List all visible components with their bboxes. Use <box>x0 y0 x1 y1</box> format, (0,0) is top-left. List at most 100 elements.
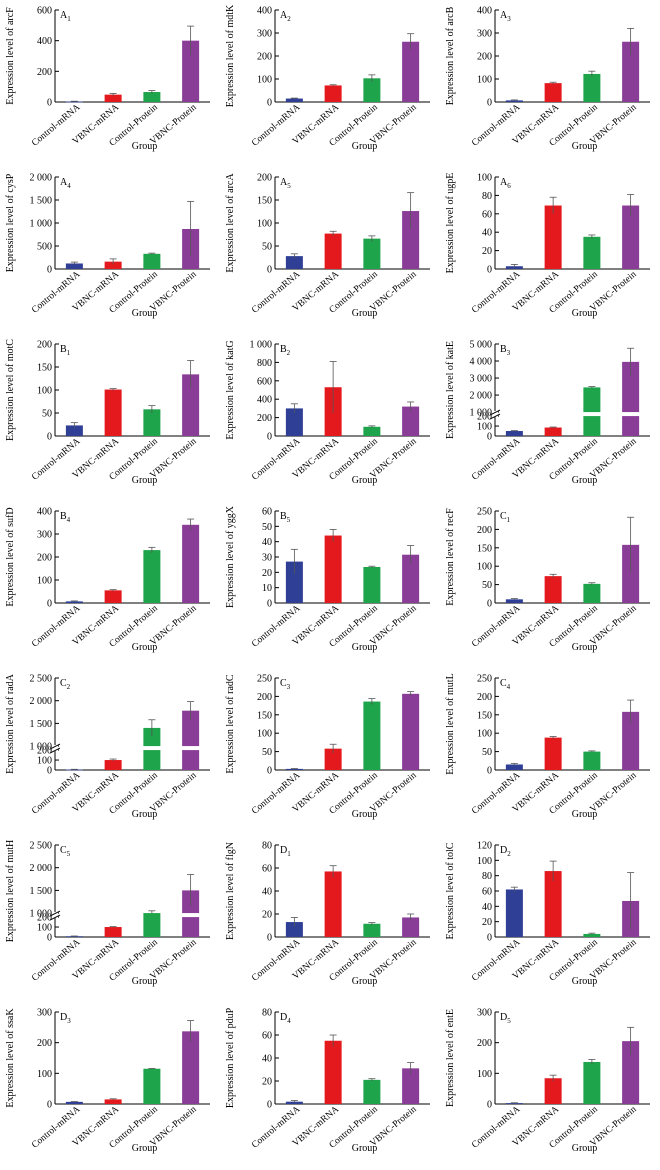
error-bar <box>329 743 337 754</box>
chart-panel-D5: 0100200300Control-mRNAVBNC-mRNAControl-P… <box>445 1008 650 1154</box>
y-tick-label: 400 <box>257 6 272 17</box>
y-tick-label: 300 <box>477 29 492 40</box>
y-tick-label: 2 500 <box>30 841 53 852</box>
x-axis-title: Group <box>572 308 598 319</box>
y-tick: 800 <box>257 358 279 369</box>
y-axis-title: Expression level of arcF <box>5 7 16 105</box>
panel-label: A4 <box>60 177 71 190</box>
y-tick-label: 100 <box>37 576 52 587</box>
y-tick-label: 200 <box>257 692 272 703</box>
y-tick-label: 80 <box>482 871 492 882</box>
y-tick-label: 50 <box>262 747 272 758</box>
bar-vbnc-protein <box>402 41 420 102</box>
y-tick: 0 <box>267 599 279 610</box>
bar-vbnc-mrna <box>544 427 562 436</box>
chart-panel-C4: 050100150200250Control-mRNAVBNC-mRNACont… <box>445 673 650 820</box>
y-tick: 0 <box>267 98 279 109</box>
y-tick: 40 <box>262 537 279 548</box>
y-tick: 50 <box>482 580 499 591</box>
y-tick-label: 100 <box>477 729 492 740</box>
chart-panel-A2: 0100200300400Control-mRNAVBNC-mRNAContro… <box>225 4 430 152</box>
y-tick-label: 40 <box>482 902 492 913</box>
y-tick-label: 2 000 <box>30 173 53 184</box>
panel-label: B3 <box>500 344 511 357</box>
y-tick-label: 400 <box>477 6 492 17</box>
bar-vbnc-mrna <box>544 576 562 603</box>
y-tick-label: 60 <box>262 864 272 875</box>
y-tick-label: 0 <box>267 933 272 944</box>
y-tick: 1 000 <box>30 219 59 230</box>
bar-vbnc-protein <box>182 1031 200 1104</box>
error-bar <box>368 922 376 925</box>
error-bar <box>407 691 415 697</box>
y-tick-label: 5 000 <box>470 340 493 351</box>
y-tick: 0 <box>47 599 59 610</box>
y-tick-label: 20 <box>262 1077 272 1088</box>
y-tick: 500 <box>37 242 59 253</box>
y-tick: 100 <box>477 856 499 867</box>
chart-panel-B4: 0100200300400Control-mRNAVBNC-mRNAContro… <box>5 507 210 653</box>
y-tick: 1 000 <box>250 340 279 351</box>
y-tick-label: 20 <box>482 917 492 928</box>
error-bar <box>109 388 117 391</box>
y-tick: 60 <box>482 887 499 898</box>
panel-label: B1 <box>60 344 71 357</box>
bar-control-mrna <box>285 256 303 269</box>
y-tick-label: 2 000 <box>470 391 493 402</box>
bar-control-mrna <box>285 561 303 603</box>
y-tick: 20 <box>262 568 279 579</box>
error-bar <box>109 1098 117 1101</box>
y-axis-title: Expression level of katG <box>225 340 236 439</box>
y-tick: 50 <box>262 747 279 758</box>
y-tick-label: 200 <box>257 413 272 424</box>
bar-vbnc-protein <box>402 554 420 603</box>
y-tick-label: 40 <box>262 537 272 548</box>
y-tick: 5 000 <box>470 340 499 351</box>
bar-vbnc-mrna <box>544 1078 562 1104</box>
error-bar <box>407 192 415 230</box>
chart-panel-A1: 0200400600Control-mRNAVBNC-mRNAControl-P… <box>5 6 210 152</box>
bar-control-protein <box>143 913 161 937</box>
y-tick: 0 <box>267 766 279 777</box>
y-axis-title: Expression level of tolC <box>445 842 456 939</box>
x-axis-title: Group <box>572 809 598 820</box>
y-tick: 20 <box>482 917 499 928</box>
bar-control-protein <box>363 923 381 937</box>
x-axis-title: Group <box>352 809 378 820</box>
y-tick: 0 <box>47 98 59 109</box>
bar-vbnc-protein <box>622 1041 640 1104</box>
y-tick-label: 40 <box>482 228 492 239</box>
y-tick-label: 1 000 <box>250 340 273 351</box>
chart-panel-A6: 020406080100Control-mRNAVBNC-mRNAControl… <box>445 173 650 319</box>
y-tick: 50 <box>262 522 279 533</box>
x-axis-title: Group <box>572 475 598 486</box>
y-tick-label: 100 <box>477 75 492 86</box>
y-tick-label: 200 <box>477 412 492 423</box>
y-tick: 50 <box>262 242 279 253</box>
bar-control-mrna <box>285 768 303 770</box>
bar-vbnc-protein <box>182 710 200 770</box>
y-axis-title: Expression level of ugpE <box>445 173 456 274</box>
axis-break-mark <box>49 743 61 754</box>
y-tick: 100 <box>477 173 499 184</box>
y-tick-label: 150 <box>257 196 272 207</box>
error-bar <box>329 1034 337 1047</box>
panel-label: C4 <box>500 678 511 691</box>
bar-vbnc-mrna <box>324 85 342 102</box>
y-tick-label: 100 <box>37 923 52 934</box>
error-bar <box>290 403 298 413</box>
y-tick-label: 200 <box>37 1038 52 1049</box>
y-tick: 400 <box>257 395 279 406</box>
y-tick-label: 1 000 <box>30 742 53 753</box>
y-tick-label: 0 <box>487 599 492 610</box>
y-tick: 200 <box>477 525 499 536</box>
y-tick: 300 <box>477 1008 499 1019</box>
error-bar <box>627 194 635 217</box>
y-tick-label: 300 <box>477 1008 492 1019</box>
error-bar <box>549 1074 557 1082</box>
y-tick-label: 100 <box>37 386 52 397</box>
y-tick: 60 <box>262 1031 279 1042</box>
x-axis-title: Group <box>572 141 598 152</box>
error-bar <box>70 261 78 265</box>
